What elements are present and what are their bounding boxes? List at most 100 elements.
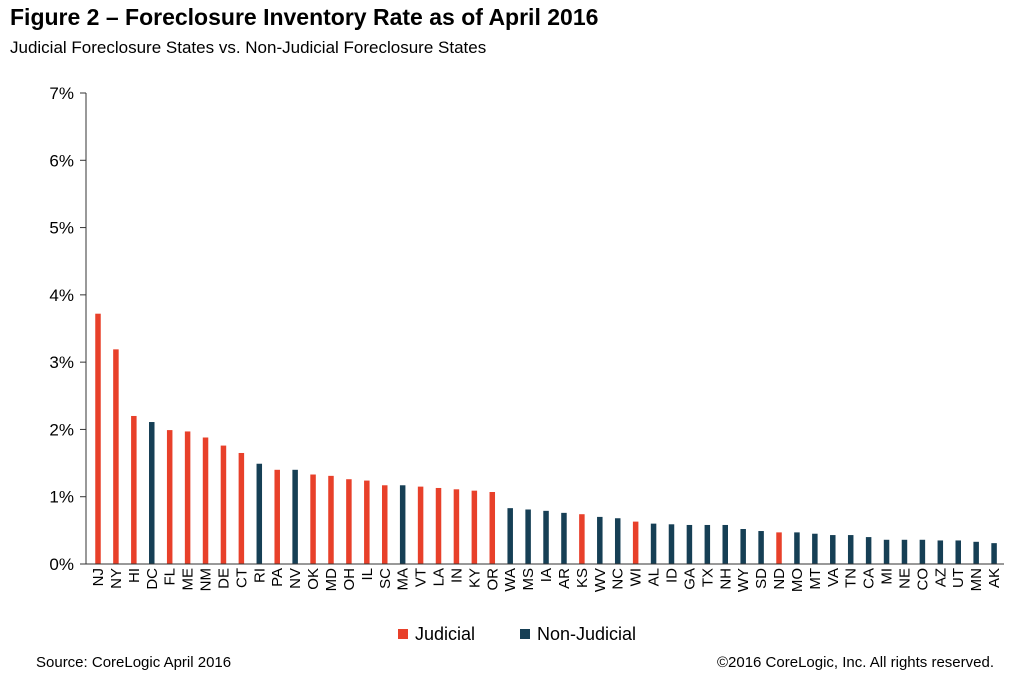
x-tick-label: SC — [377, 568, 394, 589]
bar-wy — [740, 529, 746, 564]
bar-oh — [346, 479, 352, 564]
bar-wa — [507, 508, 513, 564]
bar-id — [668, 524, 675, 564]
bar-wi — [632, 521, 639, 564]
bar-fl — [166, 430, 173, 564]
x-tick-label: NY — [108, 568, 125, 589]
x-tick-label: AZ — [932, 568, 949, 587]
bar-nd — [776, 532, 782, 564]
bar-pa — [274, 469, 280, 564]
x-tick-label: ME — [180, 568, 197, 591]
bar-nm — [202, 437, 209, 564]
bar-va — [830, 535, 836, 564]
x-tick-label: NE — [896, 568, 913, 589]
x-tick-label: TN — [843, 568, 860, 588]
y-tick-label: 0% — [49, 555, 74, 574]
x-axis: NJ NY HI DC FL ME NM DE CT RI PA NV OK MD OH IL SC MA VT LA… — [86, 563, 1004, 592]
bar-me — [184, 431, 191, 564]
bar-ks — [579, 514, 585, 564]
x-tick-label: OR — [484, 568, 501, 591]
x-tick-label: LA — [431, 568, 448, 586]
chart-title: Figure 2 – Foreclosure Inventory Rate as… — [10, 4, 599, 30]
y-tick-label: 5% — [49, 219, 74, 238]
x-tick-label: NH — [717, 568, 734, 590]
x-tick-label: SD — [753, 568, 770, 589]
bar-ms — [525, 509, 531, 564]
x-tick-label: NM — [198, 568, 215, 591]
x-tick-label: OK — [305, 568, 322, 590]
x-tick-label: CO — [914, 568, 931, 591]
y-tick-label: 1% — [49, 488, 74, 507]
x-tick-label: MA — [395, 568, 412, 591]
x-tick-label: MS — [520, 568, 537, 591]
bar-az — [937, 540, 944, 564]
bar-ak — [991, 543, 997, 564]
x-tick-label: OH — [341, 568, 358, 591]
bar-de — [220, 445, 227, 564]
x-tick-label: MT — [807, 568, 824, 590]
bar-vt — [417, 486, 424, 564]
bar-ma — [399, 485, 406, 564]
x-tick-label: ND — [771, 568, 788, 590]
x-tick-label: NC — [610, 568, 627, 590]
bar-sd — [758, 531, 764, 564]
source-note: Source: CoreLogic April 2016 — [36, 654, 232, 671]
bar-ar — [561, 512, 567, 564]
copyright-note: ©2016 CoreLogic, Inc. All rights reserve… — [716, 654, 994, 671]
bar-md — [328, 475, 334, 564]
bar-hi — [131, 415, 137, 564]
x-tick-label: CA — [861, 568, 878, 589]
bar-ri — [256, 463, 263, 564]
bar-ny — [113, 349, 119, 564]
x-tick-label: VA — [825, 568, 842, 587]
legend: Judicial Non-Judicial — [398, 624, 636, 644]
bar-la — [435, 487, 442, 564]
x-tick-label: KY — [466, 568, 483, 588]
x-tick-label: FL — [162, 568, 179, 586]
x-tick-label: RI — [251, 568, 268, 583]
x-tick-label: MO — [789, 568, 806, 592]
bar-mn — [973, 541, 979, 564]
bar-ca — [865, 537, 872, 564]
x-tick-label: MN — [968, 568, 985, 591]
x-tick-label: GA — [681, 568, 698, 590]
legend-label: Judicial — [415, 624, 475, 644]
x-tick-label: WY — [735, 568, 752, 592]
y-tick-label: 2% — [49, 420, 74, 439]
bar-mi — [883, 539, 890, 564]
x-tick-label: NJ — [90, 568, 107, 586]
x-tick-label: TX — [699, 568, 716, 587]
bar-al — [650, 523, 657, 564]
bar-in — [453, 489, 460, 564]
legend-swatch-non-judicial — [520, 629, 530, 639]
bar-or — [489, 492, 496, 564]
x-tick-label: AK — [986, 568, 1003, 588]
x-tick-label: MD — [323, 568, 340, 591]
bar-tx — [704, 524, 711, 564]
x-tick-label: ID — [663, 568, 680, 583]
bar-ga — [686, 524, 693, 564]
x-tick-label: IA — [538, 568, 555, 582]
legend-label: Non-Judicial — [537, 624, 636, 644]
x-tick-label: AL — [646, 568, 663, 586]
x-tick-label: VT — [413, 568, 430, 587]
bar-dc — [149, 422, 155, 564]
x-tick-label: DE — [215, 568, 232, 589]
x-tick-label: WA — [502, 568, 519, 592]
bar-sc — [382, 485, 388, 564]
y-tick-label: 3% — [49, 353, 74, 372]
y-axis: 0% 1% 2% 3% 4% 5% 6% 7% — [49, 84, 87, 574]
bar-ne — [901, 539, 908, 564]
x-tick-label: PA — [269, 568, 286, 587]
bars — [95, 313, 997, 564]
x-tick-label: MI — [879, 568, 896, 585]
y-tick-label: 4% — [49, 286, 74, 305]
bar-mt — [812, 533, 818, 564]
x-tick-label: IN — [448, 568, 465, 583]
bar-ky — [471, 490, 478, 564]
x-tick-label: AR — [556, 568, 573, 589]
x-tick-label: WV — [592, 568, 609, 592]
bar-ut — [955, 540, 961, 564]
bar-ok — [310, 474, 316, 564]
